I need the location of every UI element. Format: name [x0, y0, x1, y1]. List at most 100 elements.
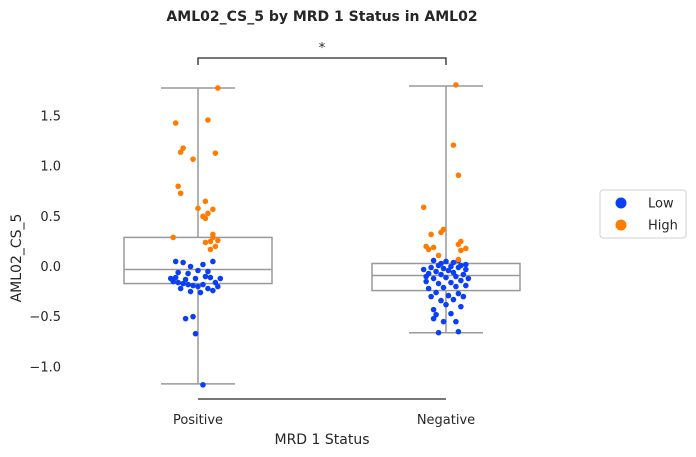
strip-points: [167, 82, 472, 388]
y-axis-ticks: −1.0 −0.5 0.0 0.5 1.0 1.5: [29, 110, 61, 376]
data-point-low: [445, 292, 452, 299]
data-point-low: [175, 269, 181, 276]
data-point-high: [425, 246, 432, 253]
data-point-high: [205, 210, 211, 217]
data-point-low: [433, 289, 439, 296]
iqr-box: [123, 236, 273, 285]
data-point-low: [200, 261, 206, 268]
data-point-high: [420, 204, 427, 211]
data-point-low: [425, 285, 432, 292]
data-point-high: [428, 231, 434, 238]
data-point-low: [458, 303, 464, 310]
data-point-low: [440, 265, 447, 272]
data-point-low: [195, 283, 201, 290]
data-point-high: [170, 234, 176, 241]
data-point-low: [428, 293, 434, 300]
data-point-high: [450, 142, 457, 148]
y-tick-label: 0.0: [40, 260, 61, 275]
data-point-high: [190, 156, 196, 162]
data-point-high: [202, 198, 209, 205]
data-point-high: [435, 252, 442, 259]
data-point-low: [423, 278, 429, 285]
box-positive: [123, 87, 273, 385]
data-point-high: [430, 244, 437, 251]
data-point-low: [177, 285, 184, 292]
data-point-low: [200, 281, 206, 288]
data-point-low: [430, 306, 437, 313]
data-point-low: [453, 273, 459, 280]
data-point-low: [430, 275, 437, 282]
y-tick-label: −1.0: [29, 360, 61, 375]
y-axis-label: AML02_CS_5: [9, 214, 25, 303]
y-tick-label: 1.5: [40, 110, 61, 125]
data-point-low: [453, 318, 459, 325]
data-point-low: [443, 301, 449, 308]
data-point-high: [463, 245, 469, 252]
data-point-low: [450, 259, 457, 266]
data-point-high: [172, 120, 179, 126]
data-point-high: [458, 247, 464, 254]
data-point-low: [435, 329, 442, 336]
data-point-low: [167, 275, 174, 282]
data-point-low: [212, 279, 219, 286]
data-point-low: [217, 275, 224, 282]
data-point-low: [453, 283, 459, 290]
data-point-high: [210, 234, 216, 241]
data-point-low: [215, 283, 221, 290]
data-point-low: [423, 273, 429, 280]
data-point-low: [433, 311, 439, 318]
bracket-line: [197, 57, 447, 65]
data-point-low: [187, 263, 194, 270]
data-point-high: [438, 229, 444, 236]
data-point-low: [443, 258, 449, 265]
legend: Low High: [599, 189, 687, 239]
data-point-low: [192, 330, 199, 337]
data-point-low: [182, 315, 189, 322]
data-point-low: [172, 274, 179, 281]
x-tick-label: Negative: [417, 413, 475, 428]
data-point-high: [453, 82, 459, 88]
data-point-low: [200, 382, 206, 388]
data-point-low: [210, 258, 216, 265]
data-point-high: [195, 205, 201, 212]
legend-label: High: [648, 219, 678, 234]
x-tick-label: Positive: [173, 413, 223, 428]
data-point-high: [215, 85, 221, 91]
data-point-high: [177, 149, 184, 155]
data-point-high: [455, 256, 462, 263]
data-point-high: [212, 150, 219, 156]
data-point-low: [445, 267, 452, 274]
data-point-low: [180, 280, 186, 287]
data-point-high: [455, 241, 462, 248]
legend-label: Low: [648, 197, 674, 212]
data-point-low: [460, 271, 467, 278]
data-point-low: [185, 270, 191, 277]
data-point-low: [463, 261, 469, 268]
data-point-low: [207, 274, 214, 281]
data-point-low: [450, 269, 457, 276]
data-point-low: [443, 274, 449, 281]
data-point-low: [172, 258, 179, 265]
data-point-low: [180, 259, 186, 266]
data-point-low: [428, 264, 434, 271]
data-point-high: [202, 239, 209, 246]
y-tick-label: 0.5: [40, 210, 61, 225]
data-point-low: [448, 279, 454, 286]
data-point-low: [190, 282, 196, 289]
y-tick-label: −0.5: [29, 310, 61, 325]
significance-bracket: *: [197, 41, 447, 65]
data-point-low: [190, 313, 196, 320]
data-point-low: [455, 290, 462, 297]
data-point-high: [175, 183, 181, 190]
data-point-high: [207, 238, 214, 245]
data-point-low: [433, 268, 439, 275]
chart-title: AML02_CS_5 by MRD 1 Status in AML02: [166, 9, 477, 25]
data-point-high: [210, 206, 216, 213]
data-point-low: [435, 280, 442, 287]
data-point-high: [202, 215, 209, 222]
data-point-low: [420, 266, 427, 273]
data-point-high: [177, 190, 184, 197]
significance-label: *: [319, 41, 326, 56]
data-point-high: [205, 117, 211, 123]
data-point-low: [458, 277, 464, 284]
